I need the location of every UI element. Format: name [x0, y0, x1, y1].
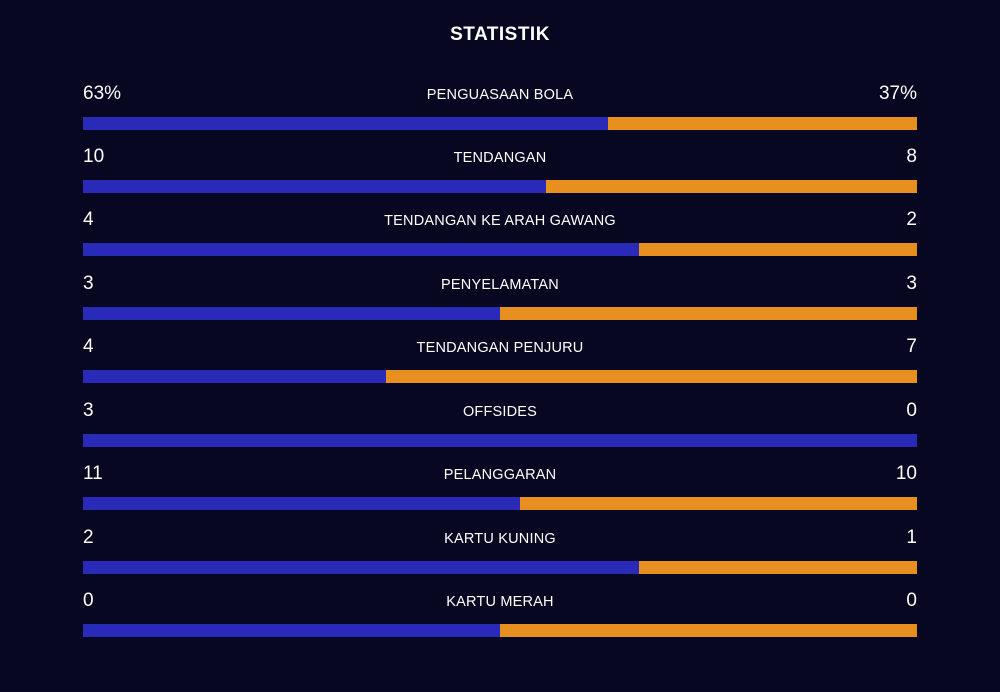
home-bar-segment: [83, 180, 547, 193]
away-value: 7: [906, 336, 917, 357]
home-bar-segment: [83, 243, 639, 256]
stat-row-penguasaan-bola: 63% PENGUASAAN BOLA 37%: [83, 82, 917, 142]
comparison-bar: [83, 434, 917, 447]
away-value: 1: [906, 527, 917, 548]
away-value: 2: [906, 209, 917, 230]
stat-label: PELANGGARAN: [443, 467, 557, 483]
comparison-bar: [83, 180, 917, 193]
stat-row-tendangan: 10 TENDANGAN 8: [83, 145, 917, 205]
stat-row-tendangan-penjuru: 4 TENDANGAN PENJURU 7: [83, 335, 917, 395]
stat-row-kartu-merah: 0 KARTU MERAH 0: [83, 589, 917, 649]
away-bar-segment: [500, 624, 917, 637]
comparison-bar: [83, 624, 917, 637]
home-bar-segment: [83, 434, 917, 447]
home-bar-segment: [83, 624, 500, 637]
home-value: 10: [83, 146, 105, 167]
comparison-bar: [83, 497, 917, 510]
away-value: 8: [906, 146, 917, 167]
home-value: 63%: [83, 83, 122, 104]
stat-label: TENDANGAN PENJURU: [416, 340, 584, 356]
stat-label: TENDANGAN: [453, 150, 547, 166]
stat-label: KARTU KUNING: [444, 531, 556, 547]
away-bar-segment: [638, 243, 917, 256]
home-bar-segment: [83, 370, 387, 383]
stat-row-kartu-kuning: 2 KARTU KUNING 1: [83, 526, 917, 586]
stat-label: OFFSIDES: [462, 404, 538, 420]
home-value: 3: [83, 273, 94, 294]
home-value: 11: [83, 463, 103, 484]
away-bar-segment: [638, 561, 917, 574]
comparison-bar: [83, 117, 917, 130]
comparison-bar: [83, 307, 917, 320]
comparison-bar: [83, 370, 917, 383]
home-value: 0: [83, 590, 94, 611]
home-bar-segment: [83, 117, 609, 130]
home-value: 3: [83, 400, 94, 421]
home-bar-segment: [83, 307, 500, 320]
home-value: 2: [83, 527, 94, 548]
stat-row-penyelamatan: 3 PENYELAMATAN 3: [83, 272, 917, 332]
home-value: 4: [83, 336, 94, 357]
stat-label: PENYELAMATAN: [441, 277, 559, 293]
away-bar-segment: [546, 180, 917, 193]
away-bar-segment: [519, 497, 917, 510]
home-bar-segment: [83, 561, 639, 574]
comparison-bar: [83, 243, 917, 256]
away-bar-segment: [608, 117, 917, 130]
away-bar-segment: [386, 370, 917, 383]
away-value: 0: [906, 590, 917, 611]
away-value: 10: [895, 463, 917, 484]
home-bar-segment: [83, 497, 520, 510]
away-value: 0: [906, 400, 917, 421]
stat-label: KARTU MERAH: [446, 594, 554, 610]
stat-row-offsides: 3 OFFSIDES 0: [83, 399, 917, 459]
panel-title: STATISTIK: [450, 24, 550, 45]
away-bar-segment: [500, 307, 917, 320]
home-value: 4: [83, 209, 94, 230]
stat-label: PENGUASAAN BOLA: [426, 87, 574, 103]
comparison-bar: [83, 561, 917, 574]
away-value: 3: [906, 273, 917, 294]
away-value: 37%: [878, 83, 917, 104]
stat-row-tendangan-ke-arah-gawang: 4 TENDANGAN KE ARAH GAWANG 2: [83, 208, 917, 268]
stat-label: TENDANGAN KE ARAH GAWANG: [384, 213, 616, 229]
stat-row-pelanggaran: 11 PELANGGARAN 10: [83, 462, 917, 522]
